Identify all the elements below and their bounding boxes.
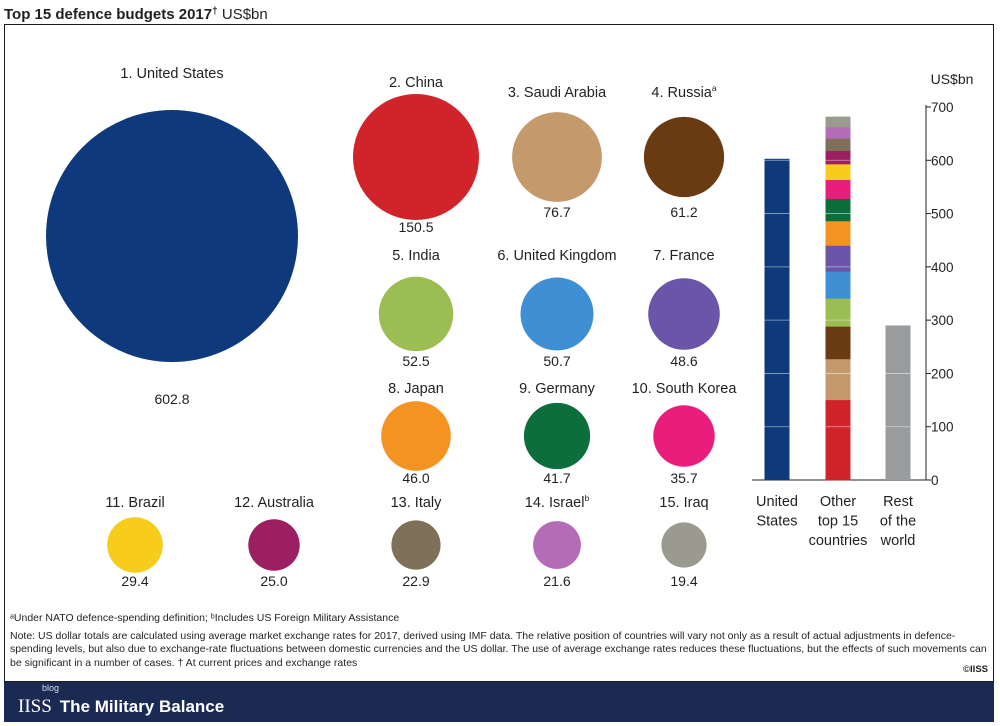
- bubble-label: 4. Russiaa: [651, 83, 716, 101]
- bubble-label: 14. Israelb: [525, 493, 590, 511]
- stack-segment-india: [825, 298, 851, 327]
- bubble-label: 8. Japan: [388, 381, 444, 397]
- y-tick-label: 300: [931, 313, 954, 328]
- bubble-value: 29.4: [121, 573, 148, 589]
- bubble-label: 9. Germany: [519, 381, 595, 397]
- bubble-united-states: [46, 110, 298, 362]
- chart-title: Top 15 defence budgets 2017† US$bn: [4, 6, 268, 24]
- bubble-value: 41.7: [543, 470, 570, 486]
- bar-category-label: countries: [809, 533, 868, 549]
- bubble-france: [648, 278, 720, 350]
- bubble-label: 15. Iraq: [659, 495, 708, 511]
- footer-blog-label: blog: [42, 683, 60, 693]
- bubble-value: 150.5: [398, 219, 433, 235]
- bubble-united-kingdom: [520, 277, 594, 351]
- bar-united-states: [764, 158, 790, 481]
- bubble-label: 10. South Korea: [632, 381, 738, 397]
- bubble-value: 19.4: [670, 573, 697, 589]
- stack-segment-france: [825, 245, 851, 272]
- stack-segment-united-kingdom: [825, 271, 851, 299]
- copyright: ©IISS: [963, 664, 988, 675]
- bubble-russia: [643, 116, 725, 198]
- bubble-israel: [533, 521, 581, 569]
- bubble-chart: 1. United States 602.8 2. China 150.5 3. Sau…: [46, 66, 737, 589]
- bubble-value: 52.5: [402, 353, 429, 369]
- stack-segment-australia: [825, 150, 851, 165]
- footnote-definitions: ᵃUnder NATO defence-spending definition;…: [10, 612, 400, 624]
- y-tick-label: 0: [931, 473, 939, 488]
- bubble-value: 61.2: [670, 204, 697, 220]
- bubble-value: 76.7: [543, 204, 570, 220]
- bubble-label: 5. India: [392, 248, 440, 264]
- bar-category-label: world: [880, 533, 916, 549]
- title-bold: Top 15 defence budgets 2017: [4, 6, 213, 23]
- bubble-label: 12. Australia: [234, 495, 315, 511]
- bar-rest-of-world: [885, 325, 911, 480]
- stacked-bar-chart: 0 100 200 300 400 500 600 700 US$bn United States O…: [752, 71, 973, 549]
- bubble-value: 50.7: [543, 353, 570, 369]
- bubble-label: 11. Brazil: [105, 495, 164, 511]
- bubble-label: 13. Italy: [391, 495, 443, 511]
- bubble-china: [353, 94, 479, 220]
- bubble-germany: [523, 402, 591, 470]
- y-tick-label: 200: [931, 366, 954, 381]
- bubble-value: 21.6: [543, 573, 570, 589]
- bubble-saudi-arabia: [512, 112, 602, 202]
- bubble-australia: [248, 519, 300, 571]
- bubble-value: 48.6: [670, 353, 697, 369]
- bar-category-label: States: [756, 514, 797, 530]
- bubble-brazil: [107, 517, 163, 573]
- stack-segment-russia: [825, 326, 851, 360]
- y-tick-label: 700: [931, 100, 954, 115]
- y-tick-label: 100: [931, 420, 954, 435]
- bubble-value: 602.8: [154, 391, 189, 407]
- bubble-value: 35.7: [670, 470, 697, 486]
- bar-category-label: top 15: [818, 514, 858, 530]
- y-tick-label: 600: [931, 153, 954, 168]
- footer-brand-name: The Military Balance: [59, 697, 225, 716]
- bar-category-label: Rest: [883, 494, 913, 510]
- stack-segment-china: [825, 399, 851, 481]
- title-unit: US$bn: [217, 6, 268, 23]
- stack-segment-germany: [825, 198, 851, 222]
- bubble-label: 2. China: [389, 75, 444, 91]
- title-dagger: †: [212, 6, 218, 17]
- bubble-value: 22.9: [402, 573, 429, 589]
- bar-category-label: of the: [880, 514, 916, 530]
- bubble-india: [378, 276, 454, 352]
- bubble-iraq: [661, 522, 707, 568]
- bubble-value: 25.0: [260, 573, 287, 589]
- bubble-south-korea: [653, 405, 715, 467]
- bubble-label: 3. Saudi Arabia: [508, 85, 607, 101]
- stack-segment-italy: [825, 138, 851, 151]
- stack-segment-iraq: [825, 116, 851, 128]
- footnotes: ᵃUnder NATO defence-spending definition;…: [10, 612, 990, 670]
- footnote-note: Note: US dollar totals are calculated us…: [10, 629, 987, 669]
- bubble-label: 6. United Kingdom: [497, 248, 616, 264]
- footer-banner: blog IISS The Military Balance: [4, 682, 994, 722]
- iiss-logo: IISS: [18, 696, 52, 717]
- footer-brand[interactable]: IISS The Military Balance: [18, 696, 224, 718]
- y-axis-title: US$bn: [931, 71, 974, 87]
- stack-segment-brazil: [825, 164, 851, 180]
- bubble-value: 46.0: [402, 470, 429, 486]
- stack-segment-israel: [825, 126, 851, 139]
- stack-segment-south-korea: [825, 179, 851, 200]
- stack-segment-saudi-arabia: [825, 358, 851, 401]
- bar-category-label: United: [756, 494, 798, 510]
- bubble-label: 1. United States: [120, 66, 223, 82]
- bar-category-label: Other: [820, 494, 856, 510]
- y-tick-label: 500: [931, 207, 954, 222]
- bubble-label: 7. France: [653, 248, 714, 264]
- y-tick-label: 400: [931, 260, 954, 275]
- bubble-japan: [381, 401, 451, 471]
- stack-segment-japan: [825, 220, 851, 246]
- bubble-italy: [391, 520, 441, 570]
